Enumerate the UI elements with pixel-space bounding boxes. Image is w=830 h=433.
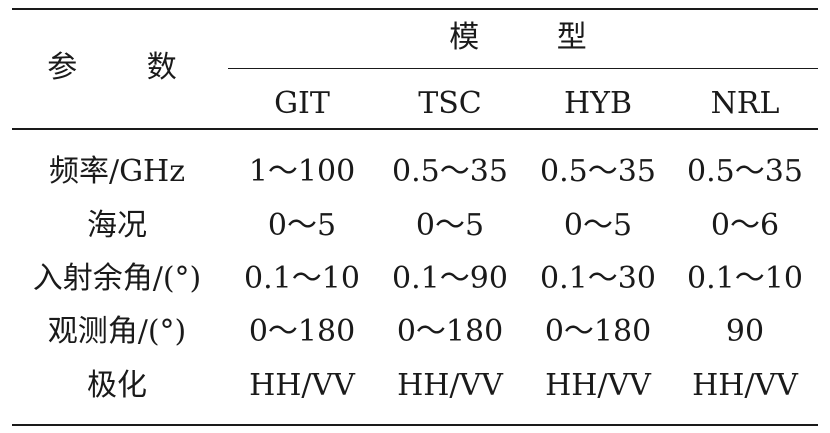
- row-polarization-label: 极化: [87, 368, 147, 403]
- table-cell: 0.1～30: [540, 261, 656, 296]
- table-cell: 1～100: [248, 154, 356, 189]
- header-model-group-label: 模 型: [449, 20, 621, 55]
- table-cell: 90: [725, 314, 765, 349]
- table-cell: HH/VV: [545, 368, 651, 403]
- header-model-tsc: TSC: [418, 86, 482, 121]
- table-cell: HH/VV: [249, 368, 355, 403]
- row-frequency-label: 频率/GHz: [48, 154, 186, 189]
- table-cell: 0.1～10: [687, 261, 803, 296]
- row-observation-angle-label: 观测角/(°): [47, 314, 187, 349]
- model-group-underline: [228, 68, 818, 70]
- table-cell: 0.1～90: [392, 261, 508, 296]
- table-cell: 0.5～35: [687, 154, 803, 189]
- header-bottom-rule: [12, 128, 818, 130]
- table-cell: 0～180: [544, 314, 652, 349]
- table-cell: 0～6: [710, 208, 780, 243]
- header-model-hyb: HYB: [563, 86, 632, 121]
- table-cell: 0～5: [563, 208, 633, 243]
- table-bottom-rule: [12, 424, 818, 426]
- table-top-rule: [12, 8, 818, 10]
- table-cell: 0～180: [248, 314, 356, 349]
- table-cell: HH/VV: [692, 368, 798, 403]
- table-cell: 0～5: [267, 208, 337, 243]
- table-cell: 0.5～35: [392, 154, 508, 189]
- table-cell: 0～5: [415, 208, 485, 243]
- table-cell: 0～180: [396, 314, 504, 349]
- row-sea-state-label: 海况: [87, 208, 147, 243]
- header-param-label: 参 数: [47, 50, 207, 85]
- header-model-git: GIT: [274, 86, 330, 121]
- table-cell: 0.1～10: [244, 261, 360, 296]
- header-model-nrl: NRL: [710, 86, 780, 121]
- row-grazing-angle-label: 入射余角/(°): [32, 261, 202, 296]
- table-cell: HH/VV: [397, 368, 503, 403]
- table-cell: 0.5～35: [540, 154, 656, 189]
